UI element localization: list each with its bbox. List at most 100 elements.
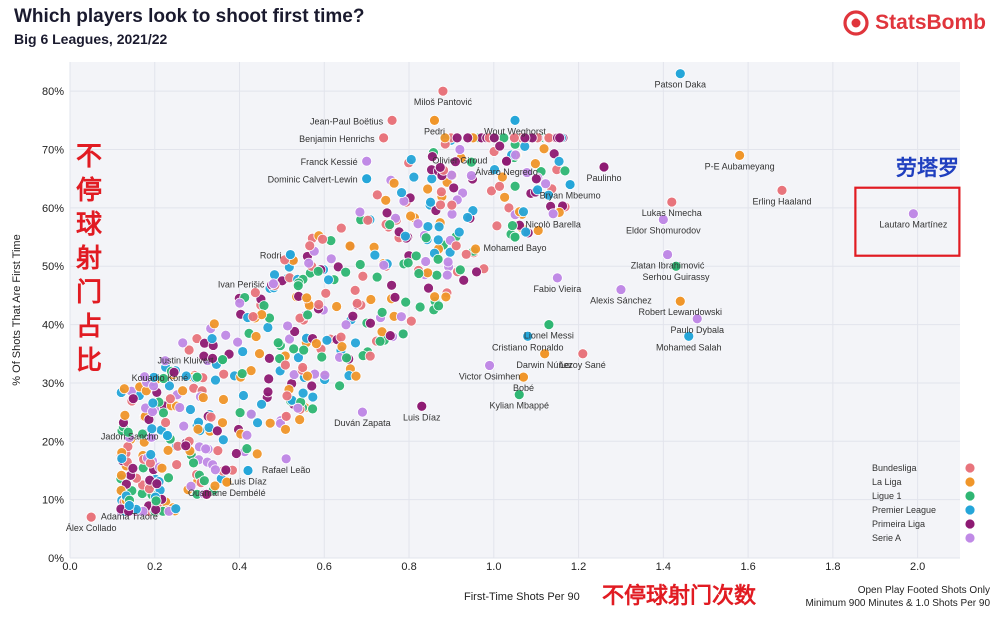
scatter-point — [433, 221, 445, 233]
scatter-point — [220, 329, 232, 341]
labeled-point — [386, 114, 398, 126]
scatter-point — [451, 132, 463, 144]
labeled-point — [501, 155, 512, 167]
scatter-point — [432, 234, 444, 246]
y-tick-label: 70% — [42, 145, 64, 157]
scatter-point — [206, 333, 218, 344]
point-label: Mohamed Bayo — [483, 243, 546, 253]
labeled-point — [509, 114, 521, 126]
scatter-point — [341, 352, 352, 364]
scatter-point — [344, 240, 356, 252]
scatter-point — [200, 443, 212, 455]
point-label: Dominic Calvert-Lewin — [268, 175, 358, 185]
scatter-point — [250, 331, 262, 342]
scatter-point — [371, 189, 383, 201]
scatter-point — [234, 407, 246, 419]
point-label: Robert Lewandowski — [639, 307, 723, 317]
scatter-point — [508, 132, 520, 144]
scatter-point — [118, 383, 130, 395]
scatter-point — [293, 352, 304, 364]
scatter-point — [335, 222, 347, 234]
scatter-point — [357, 270, 369, 282]
scatter-point — [335, 331, 347, 343]
labeled-point — [191, 371, 203, 383]
scatter-point — [294, 414, 306, 426]
scatter-point — [559, 165, 571, 177]
scatter-point — [518, 206, 529, 218]
scatter-point — [237, 346, 249, 357]
scatter-point — [321, 334, 333, 346]
scatter-point — [262, 386, 274, 398]
x-tick-label: 2.0 — [910, 561, 925, 573]
cn-x-annotation: 不停球射门次数 — [602, 584, 757, 609]
scatter-point — [304, 240, 316, 252]
scatter-point — [519, 132, 531, 144]
scatter-point — [425, 196, 436, 208]
scatter-point — [303, 257, 315, 269]
scatter-point — [439, 132, 451, 144]
labeled-point — [484, 360, 495, 371]
scatter-point — [336, 341, 348, 353]
point-label: Zlatan Ibrahimović — [631, 261, 705, 271]
scatter-point — [279, 359, 291, 371]
scatter-point — [554, 132, 566, 144]
labeled-point — [551, 272, 563, 284]
scatter-point — [462, 132, 474, 144]
scatter-point — [177, 337, 189, 349]
point-label: Wout Weghorst — [484, 126, 546, 136]
scatter-point — [384, 330, 396, 341]
labeled-point — [361, 173, 373, 185]
scatter-point — [520, 226, 532, 238]
scatter-point — [264, 417, 276, 429]
scatter-point — [448, 182, 460, 194]
scatter-point — [298, 344, 310, 356]
scatter-point — [453, 226, 465, 238]
footnote-line-2: Minimum 900 Minutes & 1.0 Shots Per 90 — [805, 598, 990, 609]
labeled-point — [518, 371, 529, 383]
scatter-point — [159, 355, 171, 367]
y-axis-label: % Of Shots That Are First Time — [11, 234, 23, 385]
scatter-point — [236, 368, 248, 380]
x-tick-label: 1.4 — [656, 561, 671, 573]
scatter-point — [354, 206, 366, 218]
scatter-point — [332, 261, 344, 273]
scatter-point — [316, 351, 328, 363]
point-label: Justin Kluivert — [158, 356, 215, 366]
scatter-point — [488, 132, 500, 144]
scatter-point — [247, 311, 259, 322]
point-label: Paulinho — [586, 173, 621, 183]
point-label: Victor Osimhen — [459, 371, 520, 381]
scatter-point — [284, 333, 295, 345]
labeled-point — [361, 155, 373, 167]
cn-y-char: 比 — [75, 346, 102, 376]
labeled-point — [691, 313, 703, 325]
scatter-point — [281, 390, 293, 402]
chart-title: Which players look to shoot first time? — [14, 6, 365, 27]
cn-y-char: 占 — [75, 312, 102, 342]
chart-legend: Bundesliga La Liga Ligue 1 Premier League Pr… — [872, 462, 976, 544]
legend-label: Premier League — [872, 505, 936, 515]
labeled-point — [543, 319, 555, 330]
scatter-point — [217, 434, 229, 446]
scatter-point — [325, 253, 337, 265]
labeled-point — [268, 278, 279, 290]
scatter-point — [494, 181, 505, 192]
point-label: Darwin Núñez — [516, 360, 573, 370]
point-label: Rodri — [260, 251, 282, 261]
scatter-point — [127, 393, 139, 405]
scatter-point — [369, 249, 381, 261]
scatter-point — [119, 409, 131, 421]
y-tick-label: 30% — [42, 378, 64, 390]
highlight-box — [854, 186, 961, 257]
labeled-point — [662, 249, 673, 260]
scatter-point — [251, 448, 263, 460]
scatter-point — [530, 173, 542, 185]
cn-y-char: 球 — [75, 210, 102, 240]
scatter-point — [354, 259, 366, 270]
cn-y-char: 停 — [75, 176, 102, 206]
cn-y-char: 不 — [75, 142, 102, 172]
scatter-point — [238, 390, 249, 401]
scatter-point — [351, 297, 363, 309]
scatter-point — [446, 199, 458, 211]
point-label: Pedri — [424, 126, 445, 136]
